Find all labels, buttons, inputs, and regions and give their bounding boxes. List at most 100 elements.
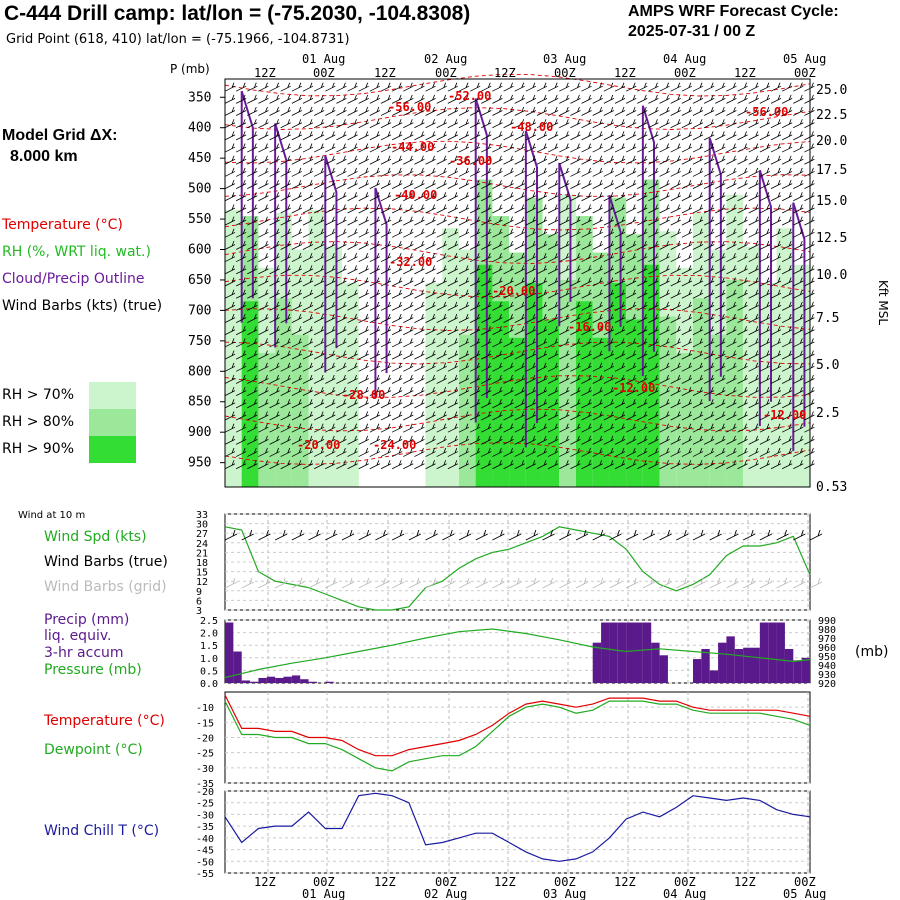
wind-barb (637, 399, 648, 409)
wind-barb (302, 143, 314, 153)
wind-barb-true (759, 529, 773, 541)
wind-barb (692, 240, 704, 250)
wind-barb (325, 338, 336, 348)
wind-barb (258, 435, 269, 445)
wind-barb (592, 106, 603, 116)
wind-barb (748, 313, 759, 323)
wind-barb (425, 289, 436, 299)
wind-barb (670, 143, 681, 153)
cloud-outline (374, 187, 388, 398)
wind-barb (804, 387, 815, 397)
wind-barb (503, 301, 514, 311)
wind-barb (625, 119, 637, 129)
wind-barb (603, 374, 615, 384)
wind-barb (258, 94, 269, 104)
wind-barb (469, 94, 481, 104)
wind-barb (781, 435, 793, 445)
wind-barb (313, 277, 325, 287)
wind-barb (770, 131, 782, 141)
wind-barb (325, 387, 336, 397)
wind-barb (403, 423, 414, 433)
wind-barb (313, 289, 325, 299)
wind-barb (614, 350, 626, 360)
wind-barb (235, 447, 247, 457)
wind-barb (547, 204, 559, 214)
wind-barb (269, 265, 280, 275)
cloud-outline (240, 90, 254, 323)
wind-barb (603, 82, 615, 92)
wind-barb (358, 216, 369, 226)
wind-barb (659, 192, 670, 202)
wind-barb (313, 82, 325, 92)
wind-barb (692, 362, 704, 372)
wind-barb (313, 119, 325, 129)
wind-barb (302, 82, 314, 92)
wind-barb (625, 350, 637, 360)
wind-barb (536, 204, 548, 214)
wind-barb (247, 326, 258, 336)
wind-barb (492, 82, 503, 92)
wind-barb (726, 253, 737, 263)
wind-barb (692, 277, 704, 287)
wind-barb (570, 387, 581, 397)
wind-barb (726, 399, 737, 409)
wind-barb (737, 399, 748, 409)
wind-barb (781, 387, 793, 397)
wind-barb (592, 192, 603, 202)
wind-barb (625, 289, 637, 299)
wind-barb (492, 447, 503, 457)
wind-barb-grid (759, 577, 773, 589)
legend-temperature: Temperature (°C) (2, 217, 123, 233)
wind-barb (703, 447, 715, 457)
wind-barb (369, 411, 381, 421)
wind-barb (269, 131, 280, 141)
wind-barb (235, 399, 247, 409)
wind-barb (436, 240, 447, 250)
wind-barb-grid (742, 577, 756, 589)
wind-barb (258, 155, 269, 165)
wind-barb (681, 338, 693, 348)
wind-barb (770, 119, 782, 129)
wind-barb (748, 192, 759, 202)
wind-barb (313, 204, 325, 214)
wind-barb (425, 362, 436, 372)
wind-barb (637, 411, 648, 421)
wind-barb (781, 167, 793, 177)
wind-barb (804, 82, 815, 92)
wind-barb (681, 411, 693, 421)
top-hour-label: 00Z (554, 66, 576, 80)
wind-barb-true (358, 529, 371, 541)
wind-barb (715, 350, 726, 360)
wind-barb (235, 253, 247, 263)
wind-barb (726, 119, 737, 129)
wind-barb (247, 387, 258, 397)
wind-barb (436, 399, 447, 409)
wind-barb (737, 143, 748, 153)
wind-barb (358, 313, 369, 323)
wind-barb (458, 240, 470, 250)
wind-barb (692, 374, 704, 384)
wind-barb (748, 106, 759, 116)
wind-barb (503, 240, 514, 250)
wind-barb (703, 265, 715, 275)
wind-barb (692, 326, 704, 336)
wind-barb (581, 362, 592, 372)
wind-barb (625, 326, 637, 336)
wind-barb (547, 362, 559, 372)
wind-barb (748, 253, 759, 263)
wind-barb (670, 289, 681, 299)
wind-barb (391, 253, 403, 263)
wind-barb-true (776, 529, 789, 541)
wind-barb (458, 167, 470, 177)
wind-barb-grid (776, 577, 789, 589)
wind-barb (525, 228, 537, 238)
wind-barb (503, 155, 514, 165)
wind-barb (269, 240, 280, 250)
wind-barb (325, 167, 336, 177)
wind-barb (380, 350, 392, 360)
wind-barb (703, 204, 715, 214)
wind-barb (759, 423, 771, 433)
wind-barb (592, 387, 603, 397)
wind-chill-line (224, 792, 811, 862)
wind-barb (547, 387, 559, 397)
